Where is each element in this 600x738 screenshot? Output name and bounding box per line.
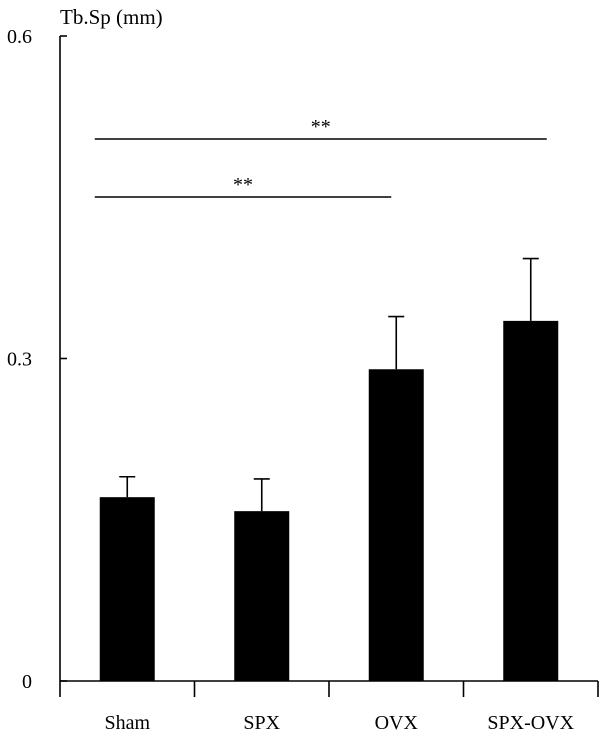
y-axis-label: Tb.Sp (mm) <box>60 5 163 29</box>
significance-annotations: ** ** <box>94 116 547 198</box>
bar <box>368 369 424 681</box>
x-tick-label: OVX <box>375 712 419 734</box>
x-tick-label: SPX <box>243 712 280 734</box>
bars <box>99 320 559 681</box>
error-bars <box>119 257 539 512</box>
y-tick-label: 0.6 <box>7 26 32 48</box>
bar <box>234 511 290 681</box>
bar <box>503 320 559 681</box>
x-tick-label: Sham <box>104 712 150 734</box>
x-tick-label: SPX-OVX <box>487 712 574 734</box>
y-tick-label: 0 <box>22 671 32 693</box>
bar <box>99 497 155 681</box>
significance-label: ** <box>311 116 331 138</box>
y-tick-label: 0.3 <box>7 349 32 371</box>
significance-label: ** <box>233 174 253 196</box>
